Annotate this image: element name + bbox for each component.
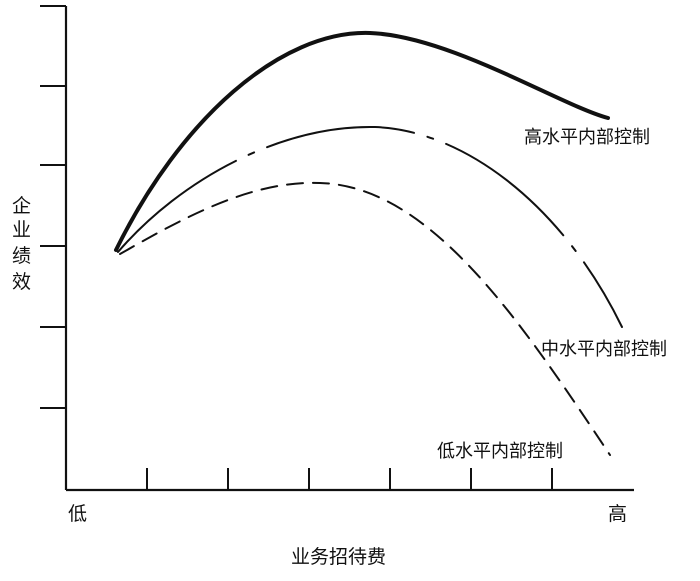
y-title-char: 绩 xyxy=(12,245,31,267)
axes xyxy=(64,6,634,492)
y-ticks xyxy=(40,5,66,409)
x-axis-title: 业务招待费 xyxy=(291,546,386,568)
low-control-label: 低水平内部控制 xyxy=(437,441,563,462)
mid-control-label: 中水平内部控制 xyxy=(541,339,667,360)
x-low-label: 低 xyxy=(68,503,87,525)
y-title-char: 企 xyxy=(12,195,31,217)
y-title-char: 效 xyxy=(12,271,31,293)
mid-control-curve xyxy=(117,125,623,328)
x-high-label: 高 xyxy=(608,503,627,525)
x-ticks xyxy=(146,468,553,490)
y-axis-title: 企 业 绩 效 xyxy=(12,195,31,293)
low-control-curve xyxy=(119,181,611,456)
high-control-curve xyxy=(114,30,610,252)
y-title-char: 业 xyxy=(12,219,31,241)
high-control-label: 高水平内部控制 xyxy=(524,127,650,148)
